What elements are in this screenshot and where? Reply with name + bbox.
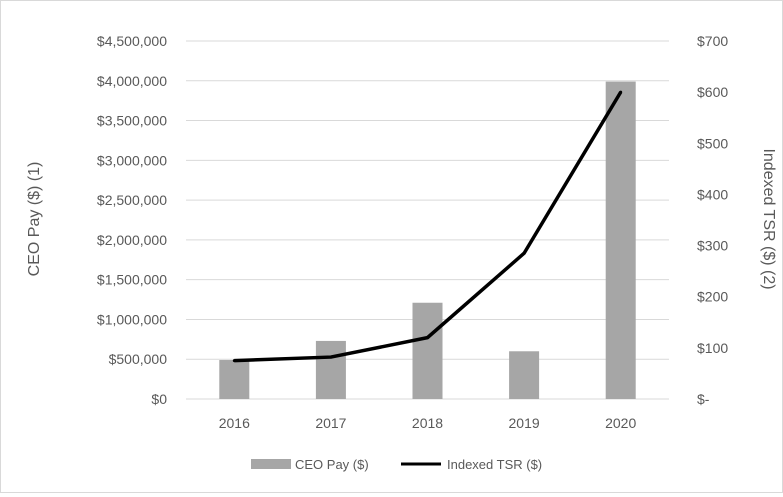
x-axis-ticks: 2016 2017 2018 2019 2020 <box>219 415 637 431</box>
right-axis-title: Indexed TSR ($) (2) <box>760 148 777 289</box>
left-tick-label: $4,500,000 <box>97 33 167 49</box>
bar-ceo-pay-2016 <box>219 360 250 399</box>
left-tick-label: $500,000 <box>109 351 168 367</box>
left-axis-ticks: $0 $500,000 $1,000,000 $1,500,000 $2,000,000… <box>97 33 167 407</box>
x-tick-label: 2018 <box>412 415 443 431</box>
legend-label-ceo-pay: CEO Pay ($) <box>295 457 369 472</box>
left-tick-label: $3,500,000 <box>97 113 167 129</box>
left-tick-label: $1,500,000 <box>97 272 167 288</box>
right-tick-label: $100 <box>697 340 728 356</box>
right-tick-label: $- <box>697 391 710 407</box>
left-tick-label: $1,000,000 <box>97 311 167 327</box>
bar-ceo-pay-2019 <box>509 351 540 399</box>
bar-series <box>219 81 636 399</box>
x-tick-label: 2020 <box>605 415 636 431</box>
x-tick-label: 2016 <box>219 415 250 431</box>
left-tick-label: $2,000,000 <box>97 232 167 248</box>
left-tick-label: $0 <box>151 391 167 407</box>
legend-label-indexed-tsr: Indexed TSR ($) <box>447 457 542 472</box>
point-indexed-tsr-2018 <box>426 336 429 340</box>
left-tick-label: $4,000,000 <box>97 73 167 89</box>
right-tick-label: $200 <box>697 289 728 305</box>
right-tick-label: $300 <box>697 238 728 254</box>
right-tick-label: $500 <box>697 135 728 151</box>
bar-ceo-pay-2018 <box>412 302 443 399</box>
left-axis-title: CEO Pay ($) (1) <box>26 162 43 277</box>
point-indexed-tsr-2017 <box>329 355 333 359</box>
bar-ceo-pay-2020 <box>605 81 636 399</box>
point-indexed-tsr-2019 <box>522 251 526 255</box>
left-tick-label: $2,500,000 <box>97 192 167 208</box>
left-tick-label: $3,000,000 <box>97 152 167 168</box>
right-axis-ticks: $- $100 $200 $300 $400 $500 $600 $700 <box>697 33 728 407</box>
x-tick-label: 2017 <box>315 415 346 431</box>
point-indexed-tsr-2020 <box>619 90 623 94</box>
x-tick-label: 2019 <box>509 415 540 431</box>
right-tick-label: $600 <box>697 84 728 100</box>
right-tick-label: $700 <box>697 33 728 49</box>
line-series <box>232 90 623 363</box>
legend: CEO Pay ($) Indexed TSR ($) <box>251 457 542 472</box>
right-tick-label: $400 <box>697 186 728 202</box>
legend-swatch-ceo-pay <box>251 459 291 469</box>
bar-ceo-pay-2017 <box>315 340 346 399</box>
point-indexed-tsr-2016 <box>232 359 236 363</box>
